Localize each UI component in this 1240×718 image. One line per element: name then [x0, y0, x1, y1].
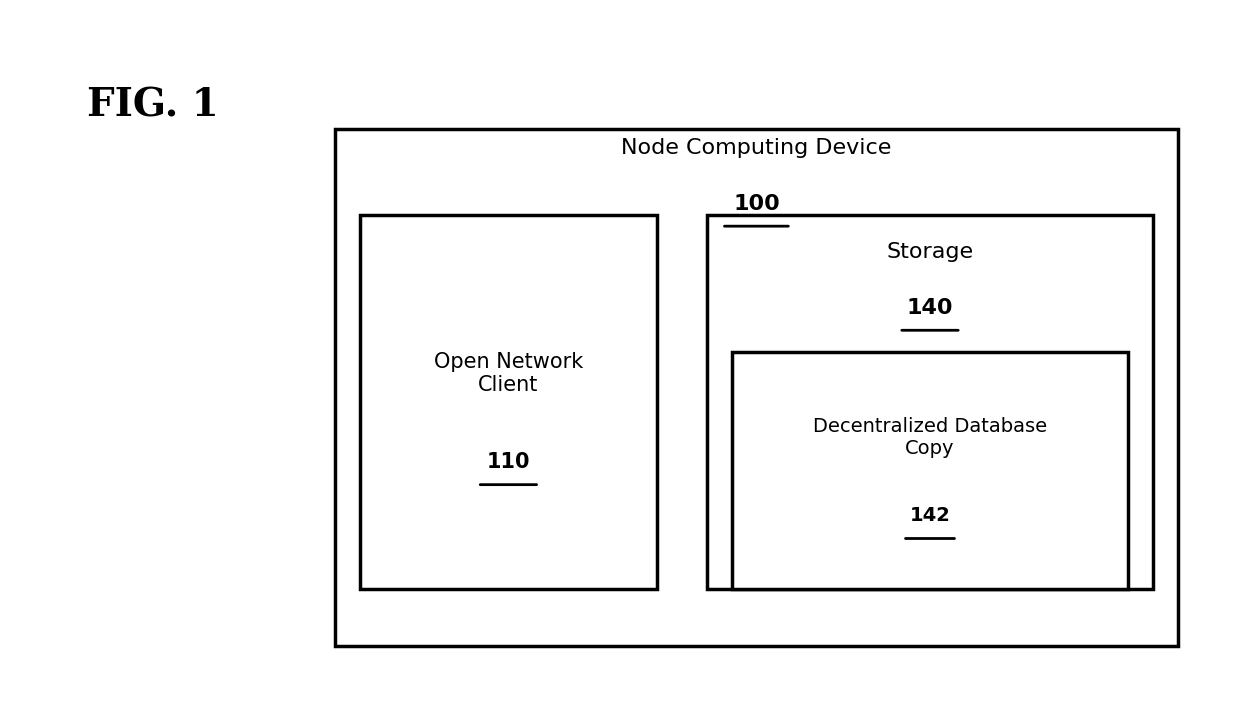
Text: 110: 110 — [486, 452, 531, 472]
Text: 140: 140 — [906, 298, 954, 318]
Bar — [335, 129, 1178, 646]
Text: Decentralized Database
Copy: Decentralized Database Copy — [813, 417, 1047, 459]
Bar — [360, 215, 657, 589]
Text: Storage: Storage — [887, 242, 973, 262]
Text: 142: 142 — [910, 506, 950, 525]
Bar — [707, 215, 1153, 589]
Text: FIG. 1: FIG. 1 — [87, 86, 218, 124]
Text: 100: 100 — [733, 194, 780, 214]
Bar — [732, 352, 1128, 589]
Text: Node Computing Device: Node Computing Device — [621, 138, 892, 158]
Text: Open Network
Client: Open Network Client — [434, 352, 583, 395]
